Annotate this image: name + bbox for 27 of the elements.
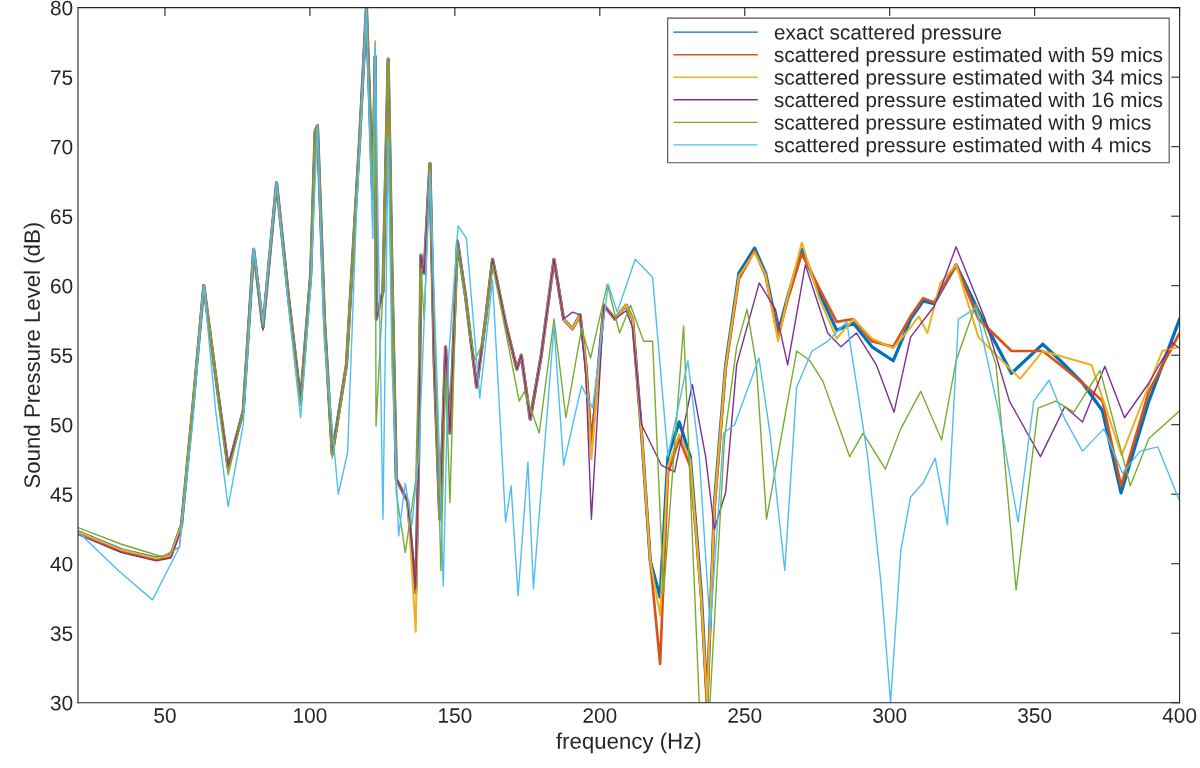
x-tick-label: 200 <box>583 708 617 723</box>
y-tick-label: 30 <box>50 695 73 711</box>
y-tick-label: 60 <box>51 278 73 294</box>
x-tick-label: 250 <box>728 708 762 723</box>
x-tick-label: 400 <box>1162 708 1197 723</box>
x-tick-label: 100 <box>294 708 327 723</box>
y-tick-label: 35 <box>50 626 73 641</box>
y-tick-label: 80 <box>50 0 73 16</box>
y-tick-label: 50 <box>50 417 73 433</box>
y-tick-label: 55 <box>50 348 73 363</box>
legend-label: scattered pressure estimated with 9 mics <box>774 114 1151 134</box>
legend-label: scattered pressure estimated with 59 mics <box>774 46 1163 67</box>
x-axis-title: frequency (Hz) <box>556 732 701 754</box>
y-tick-label: 45 <box>50 487 73 502</box>
legend-label: scattered pressure estimated with 16 mics <box>774 91 1163 112</box>
legend-label: scattered pressure estimated with 4 mics <box>774 137 1151 157</box>
y-tick-label: 75 <box>51 70 73 85</box>
legend-label: scattered pressure estimated with 34 mics <box>774 69 1163 89</box>
x-tick-label: 300 <box>873 708 907 723</box>
x-tick-label: 150 <box>439 708 472 723</box>
legend-label: exact scattered pressure <box>774 24 1002 44</box>
y-tick-label: 40 <box>50 556 73 572</box>
y-tick-label: 65 <box>51 209 73 224</box>
y-axis-title: Sound Pressure Level (dB) <box>23 223 45 488</box>
x-tick-label: 50 <box>154 708 176 723</box>
y-tick-label: 70 <box>51 139 73 155</box>
x-tick-label: 350 <box>1018 708 1052 723</box>
